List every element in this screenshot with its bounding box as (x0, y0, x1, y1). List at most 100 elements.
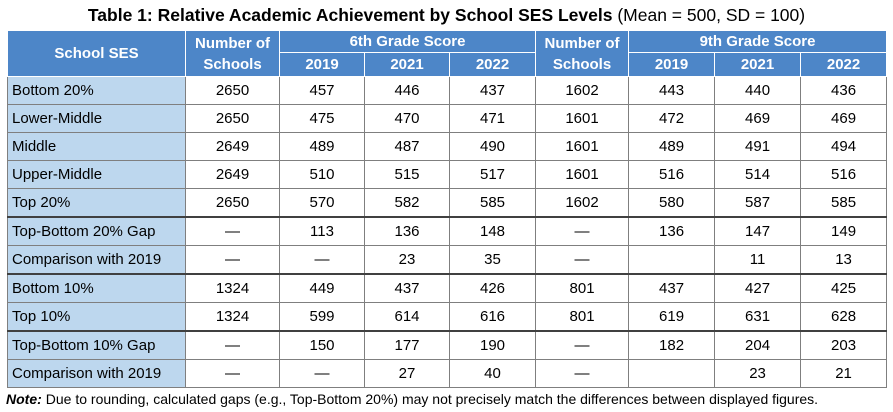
cell: 628 (800, 302, 888, 332)
cell: 472 (628, 104, 716, 133)
cell: 570 (279, 188, 365, 218)
cell: 475 (279, 104, 365, 133)
cell: 516 (628, 160, 716, 189)
cell (628, 359, 716, 388)
cell: 1601 (535, 132, 630, 161)
cell: 21 (800, 359, 888, 388)
cell: 2650 (185, 104, 280, 133)
cell: 2649 (185, 160, 280, 189)
cell: 136 (364, 216, 450, 246)
cell: 147 (714, 216, 802, 246)
cell: — (535, 216, 630, 246)
header-cell: Number of Schools (535, 30, 630, 77)
cell: 27 (364, 359, 450, 388)
cell: — (279, 359, 365, 388)
cell: 514 (714, 160, 802, 189)
row-label: Top 20% (7, 188, 186, 218)
cell: 13 (800, 245, 888, 275)
cell: 585 (800, 188, 888, 218)
cell: 149 (800, 216, 888, 246)
cell: 23 (714, 359, 802, 388)
cell: 599 (279, 302, 365, 332)
cell: 182 (628, 330, 716, 360)
header-cell: School SES (7, 30, 186, 77)
cell: 614 (364, 302, 450, 332)
cell: 449 (279, 273, 365, 303)
cell: — (535, 359, 630, 388)
cell: 801 (535, 302, 630, 332)
table-row: Middle 2649 489 487 490 1601 489 491 494 (7, 132, 888, 161)
note: Note: Due to rounding, calculated gaps (e… (6, 391, 818, 407)
cell: 631 (714, 302, 802, 332)
cell: 23 (364, 245, 450, 275)
cell: 616 (448, 302, 537, 332)
year-cell: 2021 (364, 52, 450, 77)
cell: 437 (448, 76, 537, 105)
cell: 470 (364, 104, 450, 133)
cell (628, 245, 716, 275)
cell: 490 (448, 132, 537, 161)
table-row: Top 10% 1324 599 614 616 801 619 631 628 (7, 302, 888, 332)
cell: 204 (714, 330, 802, 360)
cell: 489 (279, 132, 365, 161)
cell: 437 (628, 273, 716, 303)
table-row: Top 20% 2650 570 582 585 1602 580 587 585 (7, 188, 888, 218)
cell: 425 (800, 273, 888, 303)
cell: 491 (714, 132, 802, 161)
table-row: Comparison with 2019— —27 40—23 21 (7, 359, 888, 388)
cell: 457 (279, 76, 365, 105)
row-label: Top-Bottom 10% Gap (7, 330, 186, 360)
table-row: Lower-Middle 2650 475 470 471 1601 472 469 469 (7, 104, 888, 133)
cell: 582 (364, 188, 450, 218)
table-row: Upper-Middle 2649 510 515 517 1601 516 514 516 (7, 160, 888, 189)
cell: 2650 (185, 188, 280, 218)
table-row: Bottom 20% 2650 457 446 437 1602 443 440 436 (7, 76, 888, 105)
cell: 35 (448, 245, 537, 275)
title-sub: (Mean = 500, SD = 100) (617, 5, 806, 25)
cell: — (185, 359, 280, 388)
note-text: Due to rounding, calculated gaps (e.g., … (45, 391, 819, 407)
cell: 2650 (185, 76, 280, 105)
cell: 150 (279, 330, 365, 360)
cell: 580 (628, 188, 716, 218)
title: Table 1: Relative Academic Achievement b… (0, 0, 893, 30)
row-label: Middle (7, 132, 186, 161)
cell: 443 (628, 76, 716, 105)
cell: 801 (535, 273, 630, 303)
cell: 446 (364, 76, 450, 105)
table-row: Bottom 10% 1324 449 437 426 801 437 427 425 (7, 273, 888, 303)
cell: 619 (628, 302, 716, 332)
row-label: Lower-Middle (7, 104, 186, 133)
header-cell: Number of Schools (185, 30, 280, 77)
cell: 515 (364, 160, 450, 189)
year-cell: 2019 (279, 52, 365, 77)
cell: 1324 (185, 302, 280, 332)
table: School SES Number of Schools 6th Grade S… (7, 30, 888, 388)
cell: 203 (800, 330, 888, 360)
cell: — (535, 330, 630, 360)
table-body: Bottom 20% 2650 457 446 437 1602 443 440 436 Lowe… (7, 76, 888, 388)
table-row: Comparison with 2019— —23 35—11 13 (7, 245, 888, 275)
cell: 494 (800, 132, 888, 161)
cell: 489 (628, 132, 716, 161)
cell: 1602 (535, 76, 630, 105)
header-cell: 6th Grade Score (278, 30, 537, 53)
year-cell: 2022 (448, 52, 537, 77)
cell: 136 (628, 216, 716, 246)
cell: 11 (714, 245, 802, 275)
table-row: Top-Bottom 20% Gap —113 136 148—136 147 149 (7, 216, 888, 246)
cell: 427 (714, 273, 802, 303)
cell: 177 (364, 330, 450, 360)
cell: 510 (279, 160, 365, 189)
cell: 1601 (535, 104, 630, 133)
cell: 113 (279, 216, 365, 246)
cell: 517 (448, 160, 537, 189)
cell: — (185, 245, 280, 275)
year-cell: 2019 (628, 52, 716, 77)
row-label: Upper-Middle (7, 160, 186, 189)
cell: 487 (364, 132, 450, 161)
cell: 437 (364, 273, 450, 303)
row-label: Bottom 20% (7, 76, 186, 105)
cell: 471 (448, 104, 537, 133)
